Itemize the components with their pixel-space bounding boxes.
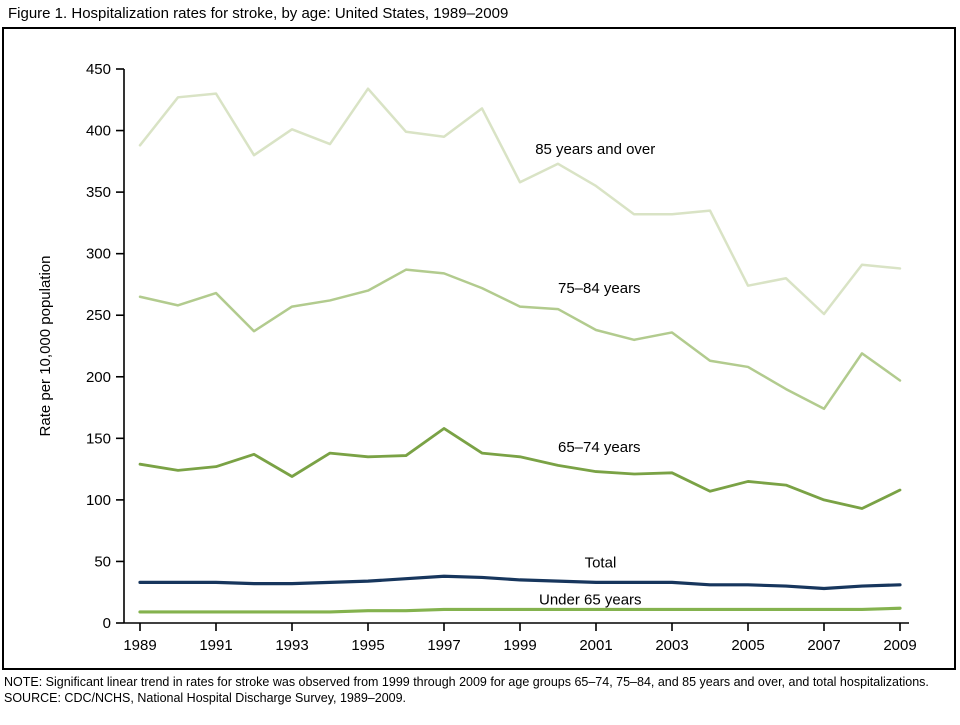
- y-tick-label: 300: [86, 246, 111, 263]
- y-tick-label: 100: [86, 492, 111, 509]
- x-tick-label: 2003: [655, 637, 688, 654]
- x-tick-label: 1989: [123, 637, 156, 654]
- stroke-hospitalization-line-chart: 0 50 100 150 200 250 300 350 400 450 1989 1991 1993 1…: [37, 61, 917, 654]
- series-line-total: [138, 574, 902, 591]
- series-label-75-84-years: 75–84 years: [558, 280, 641, 297]
- series-line-75-84-years: [138, 268, 902, 411]
- series-label-under-65-years: Under 65 years: [539, 592, 642, 609]
- y-tick-label: 50: [94, 553, 111, 570]
- y-tick-label: 250: [86, 307, 111, 324]
- source-text: SOURCE: CDC/NCHS, National Hospital Disc…: [4, 690, 407, 705]
- series-label-65-74-years: 65–74 years: [558, 439, 641, 456]
- y-tick-label: 350: [86, 184, 111, 201]
- x-tick-label: 2009: [883, 637, 916, 654]
- series-line-85-years-and-over: [138, 87, 902, 316]
- y-axis-title: Rate per 10,000 population: [37, 256, 54, 437]
- y-tick-label: 150: [86, 430, 111, 447]
- y-tick-label: 400: [86, 123, 111, 140]
- x-tick-label: 1999: [503, 637, 536, 654]
- footnotes: NOTE: Significant linear trend in rates …: [4, 675, 954, 707]
- series-label-total: Total: [585, 555, 617, 572]
- x-tick-label: 1995: [351, 637, 384, 654]
- x-tick-label: 1997: [427, 637, 460, 654]
- note-text: NOTE: Significant linear trend in rates …: [4, 675, 929, 689]
- y-tick-label: 200: [86, 369, 111, 386]
- chart-container: 0 50 100 150 200 250 300 350 400 450 1989 1991 1993 1…: [2, 27, 956, 670]
- x-tick-label: 2005: [731, 637, 764, 654]
- series-line-65-74-years: [138, 427, 902, 510]
- x-tick-label: 1993: [275, 637, 308, 654]
- figure-title: Figure 1. Hospitalization rates for stro…: [8, 5, 509, 22]
- x-tick-label: 1991: [199, 637, 232, 654]
- series-line-under-65-years: [138, 606, 902, 614]
- y-tick-label: 0: [103, 615, 111, 632]
- y-tick-label: 450: [86, 61, 111, 78]
- series-label-85-years-and-over: 85 years and over: [535, 141, 655, 158]
- x-tick-label: 2001: [579, 637, 612, 654]
- x-tick-label: 2007: [807, 637, 840, 654]
